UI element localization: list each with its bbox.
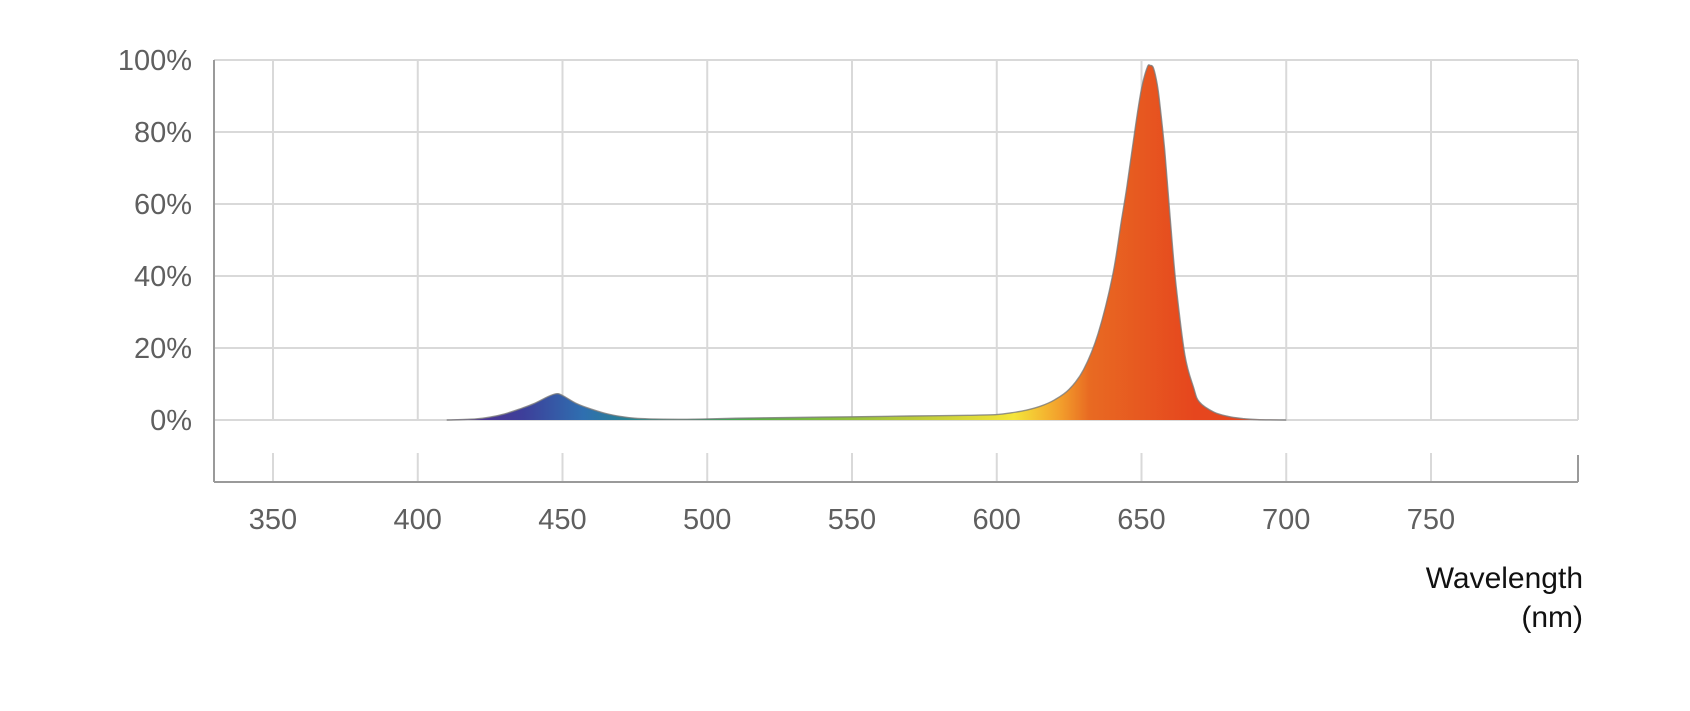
x-axis-label: Wavelength (nm) — [1426, 562, 1583, 634]
x-tick-label-400: 400 — [394, 504, 442, 536]
y-axis-ticks: 0% 20% 40% 60% 80% 100% — [118, 45, 192, 437]
x-axis-ticks: 350 400 450 500 550 600 650 700 750 — [249, 504, 1455, 536]
x-axis-label-line-2: (nm) — [1521, 601, 1583, 634]
x-tick-label-500: 500 — [683, 504, 731, 536]
y-tick-label-60: 60% — [134, 189, 192, 221]
x-tick-label-650: 650 — [1117, 504, 1165, 536]
x-tick-label-600: 600 — [973, 504, 1021, 536]
axes — [213, 60, 1579, 483]
x-tick-label-350: 350 — [249, 504, 297, 536]
x-axis-label-line-1: Wavelength — [1426, 562, 1583, 595]
plot-area — [446, 64, 1287, 421]
y-tick-label-40: 40% — [134, 261, 192, 293]
y-tick-label-100: 100% — [118, 45, 192, 77]
x-tick-label-750: 750 — [1407, 504, 1455, 536]
grid — [214, 59, 1579, 421]
x-tick-label-550: 550 — [828, 504, 876, 536]
x-tick-label-700: 700 — [1262, 504, 1310, 536]
y-tick-label-20: 20% — [134, 333, 192, 365]
y-tick-label-80: 80% — [134, 117, 192, 149]
y-tick-label-0: 0% — [150, 405, 192, 437]
x-tick-label-450: 450 — [538, 504, 586, 536]
spectrum-area — [446, 64, 1287, 420]
spectrum-outline — [446, 64, 1287, 421]
